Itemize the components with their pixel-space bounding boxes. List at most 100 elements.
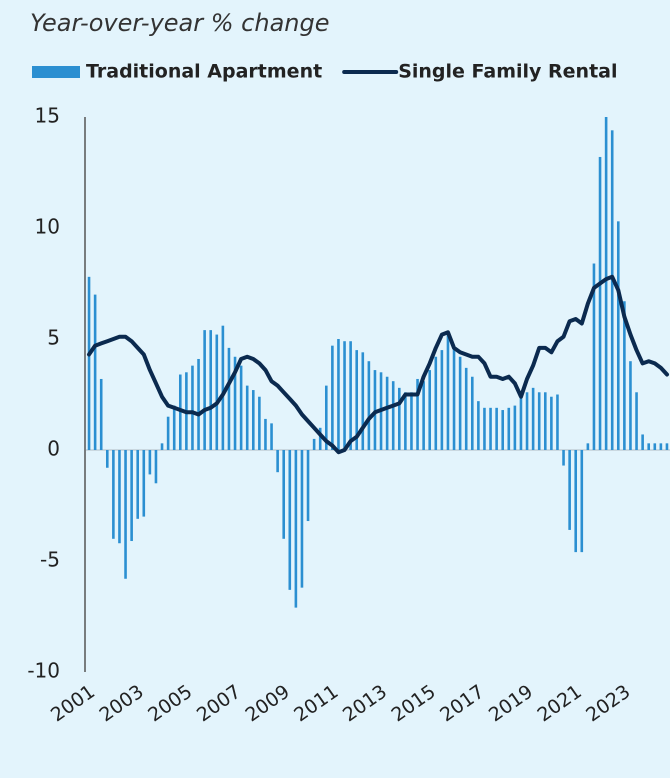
bar [495,407,498,450]
bar [215,334,219,450]
bar [586,443,590,450]
bar [312,438,316,450]
bar [148,450,152,475]
bar [452,347,456,450]
bar [318,427,322,450]
y-tick-label: 5 [47,326,60,350]
bar [239,365,243,450]
bar [531,387,535,450]
bar [99,378,103,450]
bar [397,387,401,450]
bar [385,376,389,450]
bar [166,416,170,450]
bar [610,130,614,450]
bar [434,356,438,450]
bar [568,450,571,530]
bar [623,301,626,450]
bar [629,361,632,450]
bar [124,450,127,579]
y-tick-label: -10 [27,659,60,683]
legend-label: Single Family Rental [398,61,617,83]
bar [501,410,505,450]
y-tick-label: 10 [35,215,60,239]
bar [245,385,249,450]
bar [525,392,529,450]
bar [616,221,620,450]
bar [373,370,377,450]
bar [191,365,194,450]
bar [221,325,225,450]
bar [367,361,371,450]
bar [361,352,365,450]
bar [264,418,267,450]
bar [178,374,182,450]
bar [324,385,328,450]
bar [440,350,444,450]
bar [513,405,517,450]
bar [154,450,158,484]
bar [142,450,146,517]
bar [647,443,651,450]
bar [130,450,133,542]
line [87,274,669,455]
bar [428,370,432,450]
bar [537,392,541,450]
bar [136,450,140,519]
bar [404,392,407,450]
bar [160,443,164,450]
bar [483,407,486,450]
bar [276,450,279,473]
bar [391,381,395,450]
bar [464,367,468,450]
bar [470,376,474,450]
bar [227,347,231,450]
bar [93,294,97,450]
bar [550,396,553,450]
legend-swatch [32,66,80,78]
bar [343,341,346,450]
bar [477,401,480,450]
bar [659,443,663,450]
bar [422,381,425,450]
legend-label: Traditional Apartment [86,61,322,83]
bar [458,356,462,450]
y-tick-label: -5 [40,548,60,572]
y-tick-label: 15 [35,104,60,128]
bar [282,450,286,539]
bar [270,423,273,450]
bar [665,443,669,450]
bar [209,330,213,450]
bar [580,450,584,553]
bar [288,450,292,590]
bar [105,450,109,468]
bar [355,350,359,450]
bar [410,392,413,450]
bar [112,450,115,539]
bar [258,396,261,450]
y-tick-label: 0 [47,437,60,461]
bar [519,396,523,450]
bar [197,358,200,450]
bar [562,450,565,466]
bar [574,450,578,553]
chart-subtitle: Year-over-year % change [30,9,330,37]
bar [592,263,596,450]
bar [556,394,559,450]
bar [87,276,91,450]
bar [507,407,511,450]
bar [641,434,644,450]
bar [349,341,352,450]
bar [653,443,657,450]
bar [543,392,547,450]
bar [598,156,602,450]
bar [337,339,340,450]
bar [251,390,255,450]
bar [172,405,176,450]
bar [203,330,206,450]
bar [306,450,310,522]
bar [294,450,298,608]
bar [300,450,304,588]
bar [635,392,638,450]
